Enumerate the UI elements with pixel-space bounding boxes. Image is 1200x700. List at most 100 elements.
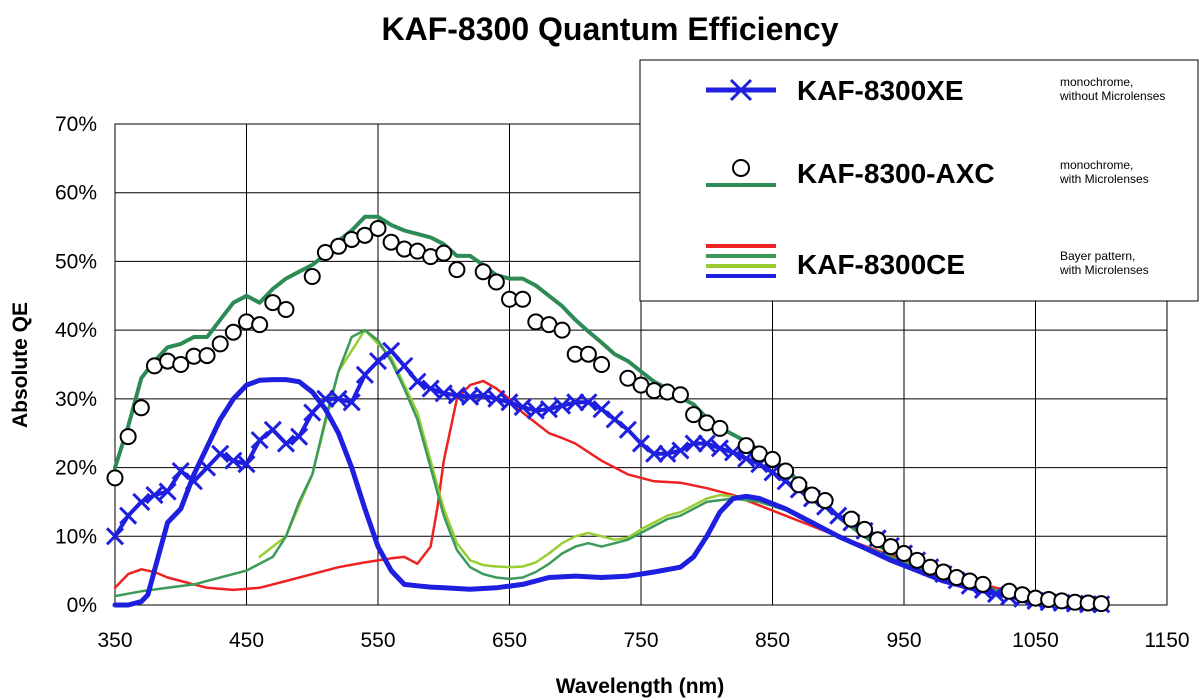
marker-xe-45: [697, 434, 716, 453]
legend-note-axc-2: with Microlenses: [1059, 172, 1149, 186]
point-axc_circles-26: [474, 263, 492, 281]
point-axc_circles-24: [435, 244, 453, 262]
y-tick-label-6: 60%: [55, 182, 97, 205]
series-axc_circles: [106, 219, 1110, 613]
point-axc_circles-69: [1092, 595, 1110, 613]
marker-xe-18: [342, 393, 361, 412]
x-tick-label-8: 1150: [1144, 629, 1189, 652]
x-tick-label-7: 1050: [1012, 629, 1059, 652]
marker-xe-29: [487, 389, 506, 408]
point-axc_circles-25: [448, 261, 466, 279]
x-tick-label-1: 450: [229, 629, 264, 652]
marker-xe-6: [184, 472, 203, 491]
marker-xe-4: [158, 482, 177, 501]
legend-name-xe: KAF-8300XE: [797, 75, 964, 106]
marker-xe-21: [382, 341, 401, 360]
point-axc_circles-32: [553, 321, 571, 339]
marker-xe-23: [408, 372, 427, 391]
y-tick-label-0: 0%: [67, 594, 97, 617]
y-tick-label-2: 20%: [55, 457, 97, 480]
line-ce_blue: [112, 377, 1104, 608]
point-axc_circles-18: [356, 226, 374, 244]
point-axc_circles-43: [711, 419, 729, 437]
legend-name-ce: KAF-8300CE: [797, 249, 965, 280]
point-axc_circles-53: [869, 531, 887, 549]
point-axc_circles-0: [106, 469, 124, 487]
marker-xe-9: [224, 451, 243, 470]
series-layer: [105, 214, 1111, 614]
legend-box: [639, 59, 1199, 302]
point-axc_circles-40: [671, 386, 689, 404]
marker-xe-46: [710, 439, 729, 458]
x-tick-label-5: 850: [755, 629, 790, 652]
legend-note-axc-1: monochrome,: [1060, 158, 1133, 172]
y-tick-label-7: 70%: [55, 113, 97, 136]
marker-xe-0: [105, 527, 125, 546]
legend-name-axc: KAF-8300-AXC: [797, 158, 995, 189]
marker-xe-41: [645, 444, 664, 463]
point-axc_circles-36: [619, 369, 637, 387]
marker-xe-7: [197, 458, 217, 477]
point-axc_circles-51: [842, 510, 860, 528]
marker-xe-20: [368, 352, 388, 371]
series-ce_red: [113, 379, 1103, 605]
marker-xe-34: [553, 396, 572, 415]
marker-xe-44: [684, 434, 703, 453]
line-ce_red: [113, 379, 1103, 605]
point-axc_circles-48: [790, 476, 808, 494]
legend-swatch-axc-circle: [732, 159, 750, 177]
marker-xe-10: [237, 455, 256, 474]
point-axc_circles-19: [369, 219, 387, 237]
legend: KAF-8300XE monochrome, without Microlens…: [639, 59, 1199, 302]
point-axc_circles-5: [172, 356, 190, 373]
point-axc_circles-47: [777, 462, 795, 480]
point-axc_circles-44: [737, 437, 755, 455]
marker-xe-12: [263, 420, 282, 439]
point-axc_circles-34: [579, 345, 597, 363]
marker-xe-22: [395, 356, 414, 375]
marker-xe-14: [290, 427, 309, 446]
point-axc_circles-7: [198, 347, 216, 365]
legend-note-xe-2: without Microlenses: [1059, 89, 1165, 103]
point-axc_circles-54: [882, 538, 900, 556]
marker-xe-16: [316, 389, 335, 408]
marker-xe-43: [671, 441, 690, 460]
x-axis-label: Wavelength (nm): [556, 675, 724, 698]
marker-xe-30: [500, 393, 519, 412]
marker-xe-35: [566, 393, 585, 412]
point-axc_circles-50: [816, 492, 834, 510]
marker-xe-33: [539, 400, 559, 419]
point-axc_circles-56: [908, 551, 926, 569]
y-tick-label-5: 50%: [55, 250, 97, 273]
marker-xe-40: [631, 434, 651, 453]
marker-xe-17: [329, 389, 348, 408]
legend-note-xe-1: monochrome,: [1060, 75, 1133, 89]
marker-xe-5: [171, 461, 190, 481]
marker-xe-19: [355, 365, 374, 384]
marker-xe-50: [763, 463, 782, 482]
tick-labels: 350 450 550 650 750 850 950 1050 1150 0% 10% 20% 30%…: [55, 113, 1190, 652]
marker-xe-36: [579, 393, 598, 412]
marker-xe-28: [474, 386, 493, 405]
point-axc_circles-29: [514, 290, 532, 308]
point-axc_circles-12: [264, 294, 282, 312]
marker-xe-42: [658, 444, 677, 463]
marker-xe-24: [421, 379, 440, 398]
point-axc_circles-2: [132, 399, 150, 417]
chart-title: KAF-8300 Quantum Efficiency: [382, 11, 839, 47]
point-axc_circles-35: [593, 356, 611, 373]
y-tick-label-4: 40%: [55, 319, 97, 342]
marker-xe-38: [605, 410, 624, 429]
marker-xe-2: [132, 492, 151, 511]
marker-xe-13: [276, 434, 296, 453]
legend-swatch-xe-marker: [729, 78, 753, 102]
line-ce_green: [113, 328, 1103, 605]
x-tick-label-2: 550: [360, 629, 395, 652]
legend-note-ce-1: Bayer pattern,: [1060, 249, 1135, 263]
marker-xe-37: [592, 400, 611, 419]
point-axc_circles-52: [856, 520, 874, 538]
point-axc_circles-61: [974, 575, 992, 593]
marker-xe-31: [513, 398, 532, 417]
y-tick-label-1: 10%: [55, 525, 97, 548]
